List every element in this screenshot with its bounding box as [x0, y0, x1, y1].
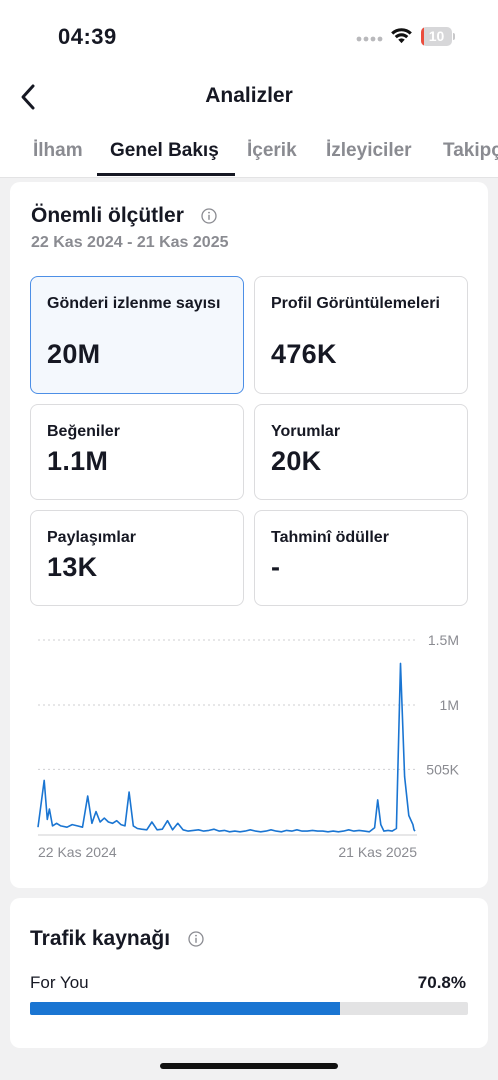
post-views-line-chart[interactable]: 1.5M 1M 505K 22 Kas 2024 21 Kas 2025	[10, 622, 488, 862]
metric-tile-shares[interactable]: Paylaşımlar 13K	[30, 510, 244, 606]
metric-value: 13K	[47, 552, 98, 582]
metrics-title: Önemli ölçütler	[31, 204, 184, 227]
info-icon[interactable]	[188, 931, 204, 947]
chart-y-tick-label: 1.5M	[428, 632, 459, 648]
chart-series-line	[37, 662, 416, 833]
metric-tile-estimated-rewards[interactable]: Tahminî ödüller -	[254, 510, 468, 606]
metric-tile-comments[interactable]: Yorumlar 20K	[254, 404, 468, 500]
active-tab-indicator	[97, 173, 235, 176]
metric-value: 20K	[271, 446, 322, 476]
tab-bar: İlham Genel Bakış İçerik İzleyiciler Tak…	[0, 130, 498, 178]
chart-x-label-start: 22 Kas 2024	[38, 844, 117, 860]
metric-label: Profil Görüntülemeleri	[271, 295, 440, 312]
top-bar: 04:39 10 Analizler İlham Genel Bakış İçe…	[0, 0, 498, 178]
metric-value: -	[271, 552, 281, 582]
chart-y-axis-labels: 1.5M 1M 505K	[426, 632, 459, 777]
cellular-signal-icon	[356, 36, 383, 42]
metric-value: 1.1M	[47, 446, 109, 476]
metric-tile-post-views[interactable]: Gönderi izlenme sayısı 20M	[30, 276, 244, 394]
metric-label: Tahminî ödüller	[271, 529, 389, 546]
info-icon[interactable]	[201, 208, 217, 224]
tab-ilham[interactable]: İlham	[33, 140, 83, 161]
metric-label: Beğeniler	[47, 423, 120, 440]
chart-x-label-end: 21 Kas 2025	[338, 844, 417, 860]
traffic-progress-fill	[30, 1002, 341, 1015]
status-time: 04:39	[58, 24, 117, 49]
metric-label: Paylaşımlar	[47, 529, 136, 546]
tab-izleyiciler[interactable]: İzleyiciler	[326, 140, 412, 161]
chart-y-tick-label: 505K	[426, 761, 459, 777]
tab-takipciler[interactable]: Takipçiler	[443, 140, 498, 161]
battery-level-text: 10	[428, 28, 445, 44]
traffic-title: Trafik kaynağı	[30, 927, 171, 950]
metric-value: 20M	[47, 339, 101, 369]
wifi-icon	[391, 28, 412, 44]
status-bar: 04:39 10	[0, 0, 498, 70]
traffic-source-percent: 70.8%	[417, 973, 466, 992]
chart-y-tick-label: 1M	[440, 697, 459, 713]
metric-tile-likes[interactable]: Beğeniler 1.1M	[30, 404, 244, 500]
battery-icon: 10	[421, 27, 455, 46]
tab-genel-bakis[interactable]: Genel Bakış	[110, 140, 219, 161]
traffic-progress-track	[30, 1002, 468, 1015]
chart-gridlines	[38, 639, 417, 770]
metric-value: 476K	[271, 339, 337, 369]
page-title: Analizler	[205, 84, 293, 107]
traffic-source-card: Trafik kaynağı For You 70.8%	[10, 898, 488, 1048]
home-indicator	[160, 1063, 338, 1069]
tab-icerik[interactable]: İçerik	[247, 140, 297, 161]
date-range: 22 Kas 2024 - 21 Kas 2025	[31, 234, 229, 251]
metric-label: Gönderi izlenme sayısı	[47, 295, 221, 312]
back-arrow-icon[interactable]	[14, 80, 44, 114]
divider	[0, 177, 498, 178]
metric-label: Yorumlar	[271, 423, 341, 440]
traffic-source-label: For You	[30, 973, 89, 992]
metric-tile-profile-views[interactable]: Profil Görüntülemeleri 476K	[254, 276, 468, 394]
key-metrics-card: Önemli ölçütler 22 Kas 2024 - 21 Kas 202…	[10, 182, 488, 888]
